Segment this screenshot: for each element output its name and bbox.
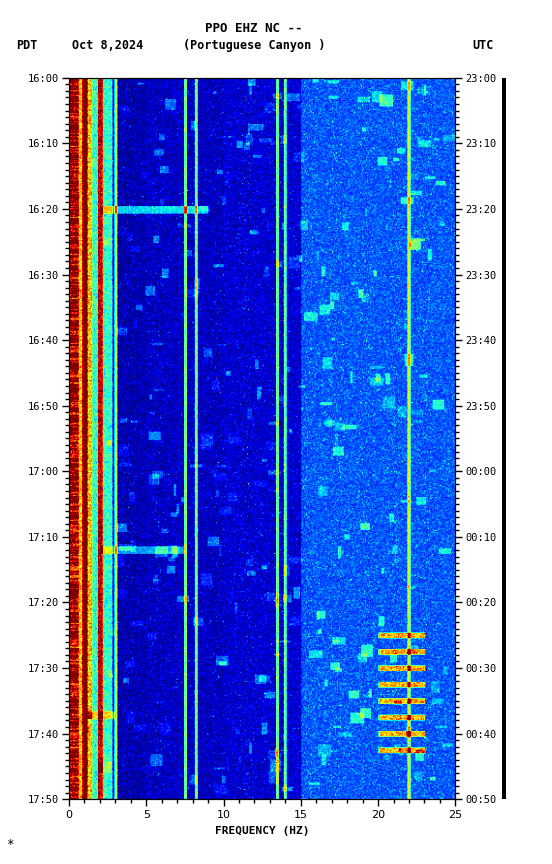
Text: *: * <box>6 838 13 851</box>
Text: PPO EHZ NC --: PPO EHZ NC -- <box>205 22 302 35</box>
Text: Oct 8,2024: Oct 8,2024 <box>72 39 143 52</box>
Text: UTC: UTC <box>472 39 493 52</box>
Text: PDT: PDT <box>17 39 38 52</box>
Text: (Portuguese Canyon ): (Portuguese Canyon ) <box>183 39 325 52</box>
X-axis label: FREQUENCY (HZ): FREQUENCY (HZ) <box>215 826 310 835</box>
